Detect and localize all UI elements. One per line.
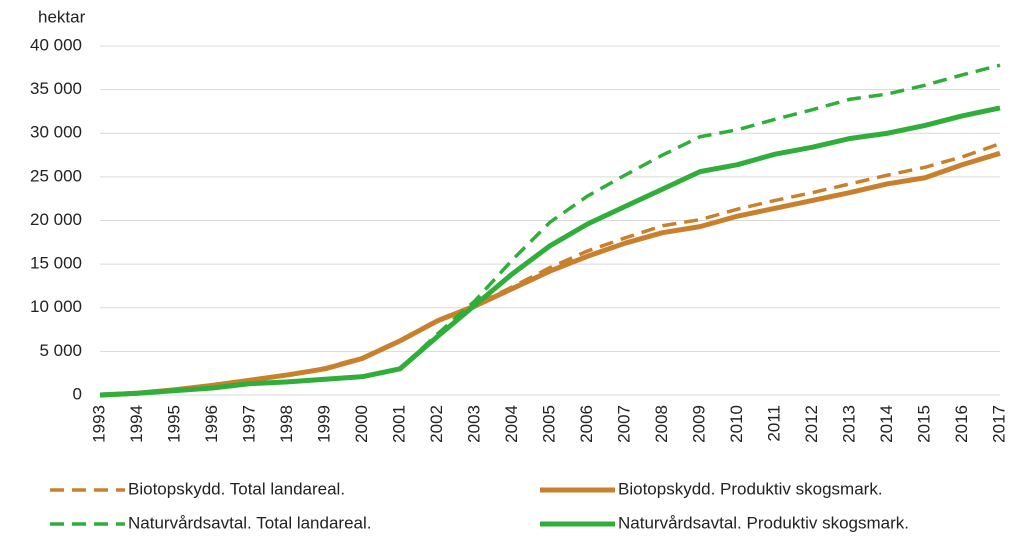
x-tick-label: 2011 (764, 405, 783, 442)
x-tick-label: 2009 (689, 405, 708, 443)
x-tick-label: 2006 (577, 405, 596, 443)
x-tick-label: 2003 (464, 405, 483, 443)
y-tick-label: 25 000 (30, 166, 82, 185)
x-tick-label: 1999 (314, 405, 333, 443)
x-tick-label: 1995 (164, 405, 183, 443)
y-tick-label: 0 (73, 384, 82, 403)
x-tick-label: 2001 (389, 405, 408, 443)
y-axis-label: hektar (38, 7, 86, 26)
y-tick-label: 35 000 (30, 79, 82, 98)
y-tick-label: 20 000 (30, 210, 82, 229)
series-line (99, 105, 1001, 398)
x-tick-label: 2005 (539, 405, 558, 443)
x-tick-label: 2012 (802, 405, 821, 443)
x-tick-label: 2004 (502, 405, 521, 443)
x-tick-label: 2017 (989, 405, 1008, 443)
series-line (99, 150, 1001, 398)
legend-label: Biotopskydd. Total landareal. (128, 479, 345, 498)
x-tick-label: 2015 (914, 405, 933, 443)
series-line (99, 142, 1001, 397)
legend-label: Biotopskydd. Produktiv skogsmark. (618, 479, 883, 498)
x-tick-label: 2010 (727, 405, 746, 443)
x-tick-label: 1993 (89, 405, 108, 443)
x-tick-label: 2000 (352, 405, 371, 443)
y-tick-label: 5 000 (39, 341, 82, 360)
x-tick-label: 1994 (127, 405, 146, 443)
x-tick-label: 1997 (239, 405, 258, 443)
legend-label: Naturvårdsavtal. Produktiv skogsmark. (618, 513, 909, 532)
y-tick-label: 40 000 (30, 35, 82, 54)
x-tick-label: 2008 (652, 405, 671, 443)
x-tick-label: 1996 (202, 405, 221, 443)
legend-label: Naturvårdsavtal. Total landareal. (128, 513, 372, 532)
x-tick-label: 2013 (839, 405, 858, 443)
x-tick-label: 2016 (952, 405, 971, 443)
x-tick-label: 2002 (427, 405, 446, 443)
x-tick-label: 2014 (877, 405, 896, 443)
series-line (99, 63, 1001, 397)
y-tick-label: 15 000 (30, 254, 82, 273)
y-tick-label: 10 000 (30, 297, 82, 316)
x-tick-label: 2007 (614, 405, 633, 443)
x-tick-label: 1998 (277, 405, 296, 443)
y-tick-label: 30 000 (30, 123, 82, 142)
